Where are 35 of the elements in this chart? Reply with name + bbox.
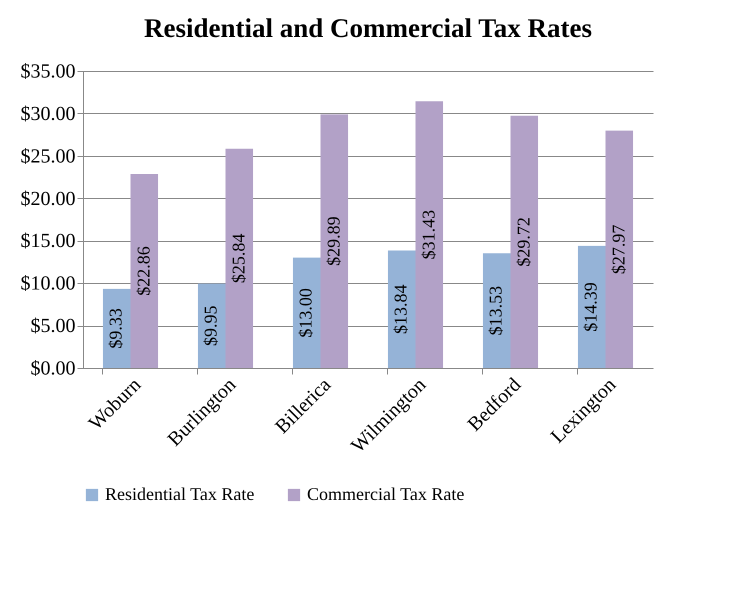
data-label: $13.53 [486,286,506,336]
bar [482,253,510,368]
data-label: $9.95 [200,306,221,346]
bar [388,250,416,368]
data-label: $29.89 [323,216,344,266]
y-tick-label: $30.00 [20,102,76,125]
data-label: $27.97 [608,224,628,274]
y-tick-label: $5.00 [30,315,76,338]
bar [510,116,538,368]
y-tick-label: $15.00 [20,230,76,252]
legend-label: Residential Tax Rate [105,484,254,504]
data-label: $9.33 [106,308,126,349]
y-tick-label: $25.00 [20,145,76,168]
data-label: $25.84 [228,234,248,284]
y-tick-label: $20.00 [20,188,76,210]
bar [606,130,634,368]
data-label: $22.86 [133,246,154,296]
bar [130,174,158,368]
bar [226,148,254,368]
bar [320,114,348,368]
y-tick-label: $10.00 [20,272,76,295]
y-tick-label: $0.00 [30,358,76,380]
data-label: $14.39 [580,282,601,332]
bar [416,101,444,368]
chart-title: Residential and Commercial Tax Rates [144,13,592,43]
data-label: $31.43 [418,210,438,260]
data-label: $13.00 [296,288,316,338]
data-label: $13.84 [390,284,411,334]
legend-label: Commercial Tax Rate [307,484,464,504]
bar [198,284,226,368]
y-tick-label: $35.00 [20,60,76,82]
bar [578,246,606,368]
bar [102,288,130,368]
data-label: $29.72 [513,217,534,267]
bar [292,258,320,368]
